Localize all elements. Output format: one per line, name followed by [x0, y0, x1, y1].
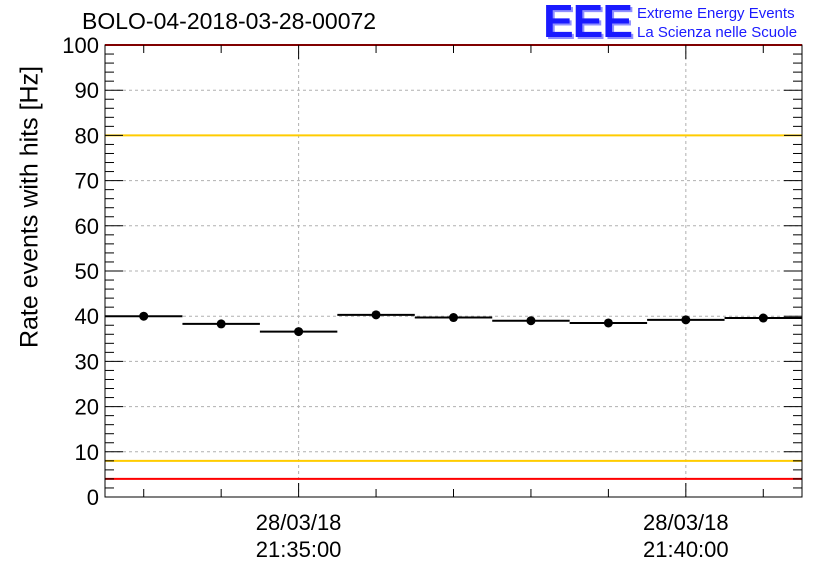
y-tick-label: 90 [75, 78, 99, 103]
chart-title: BOLO-04-2018-03-28-00072 [82, 8, 377, 34]
x-tick-label-time: 21:40:00 [643, 537, 729, 562]
y-tick-label: 0 [87, 485, 99, 510]
y-tick-label: 60 [75, 214, 99, 239]
data-point [758, 313, 768, 323]
y-tick-label: 40 [75, 304, 99, 329]
y-tick-label: 70 [75, 169, 99, 194]
y-tick-label: 50 [75, 259, 99, 284]
x-tick-label-date: 28/03/18 [643, 510, 729, 535]
y-tick-label: 10 [75, 440, 99, 465]
logo-line-2: La Scienza nelle Scuole [637, 24, 798, 41]
data-point [449, 313, 458, 323]
data-point [526, 316, 536, 326]
data-point [603, 318, 613, 328]
data-point [294, 327, 304, 337]
data-point [371, 310, 381, 320]
data-point [681, 315, 691, 325]
data-point [216, 319, 226, 329]
y-tick-label: 80 [75, 123, 99, 148]
y-tick-label: 20 [75, 395, 99, 420]
logo-line-1: Extreme Energy Events [637, 5, 795, 22]
y-tick-label: 30 [75, 349, 99, 374]
logo-mark: EEE [543, 0, 633, 47]
data-point [139, 311, 149, 321]
x-tick-label-date: 28/03/18 [256, 510, 342, 535]
y-tick-label: 100 [62, 33, 99, 58]
eee-logo: EEE Extreme Energy Events La Scienza nel… [543, 0, 833, 47]
x-tick-label-time: 21:35:00 [256, 537, 342, 562]
